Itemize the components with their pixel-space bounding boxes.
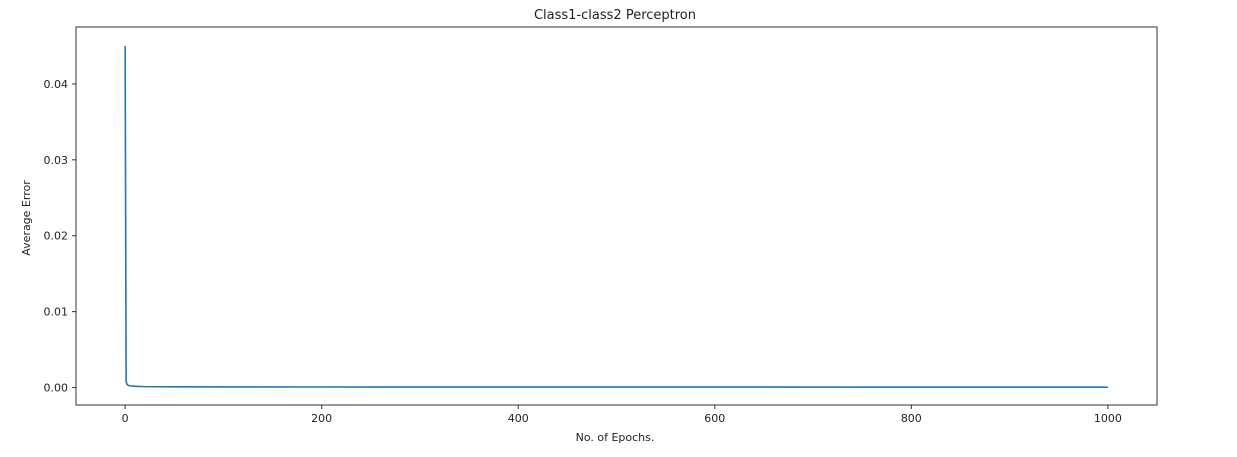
y-tick-label: 0.00 bbox=[44, 382, 69, 395]
series-line-0 bbox=[124, 45, 1108, 388]
x-tick-label: 800 bbox=[901, 412, 922, 425]
x-tick-label: 0 bbox=[122, 412, 129, 425]
chart-title: Class1-class2 Perceptron bbox=[534, 8, 696, 23]
y-tick-label: 0.02 bbox=[44, 230, 69, 243]
x-tick-label: 1000 bbox=[1094, 412, 1122, 425]
x-tick-label: 200 bbox=[311, 412, 332, 425]
x-tick-label: 600 bbox=[704, 412, 725, 425]
plot-frame bbox=[75, 26, 1158, 406]
y-tick-label: 0.04 bbox=[44, 78, 69, 91]
y-tick-label: 0.03 bbox=[44, 154, 69, 167]
y-tick-label: 0.01 bbox=[44, 306, 69, 319]
x-tick-label: 400 bbox=[508, 412, 529, 425]
y-axis-label: Average Error bbox=[20, 180, 33, 256]
x-axis-label: No. of Epochs. bbox=[576, 431, 655, 444]
